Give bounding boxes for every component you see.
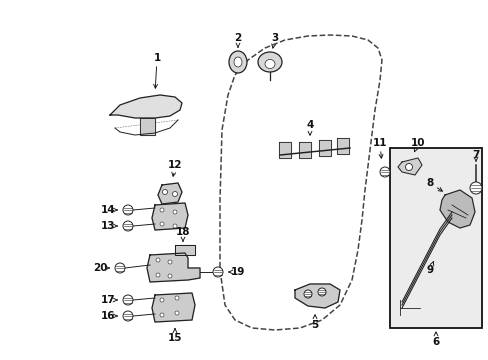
Text: 1: 1	[153, 53, 160, 63]
Text: 5: 5	[311, 320, 318, 330]
Circle shape	[469, 182, 481, 194]
Ellipse shape	[405, 163, 412, 171]
Text: 8: 8	[426, 178, 433, 188]
Text: 19: 19	[230, 267, 244, 277]
Polygon shape	[279, 142, 290, 158]
Ellipse shape	[228, 51, 246, 73]
Text: 20: 20	[93, 263, 107, 273]
Text: 7: 7	[471, 150, 479, 160]
Polygon shape	[336, 138, 348, 154]
Bar	[389, 148, 481, 328]
Ellipse shape	[173, 224, 177, 228]
Ellipse shape	[156, 258, 160, 262]
Circle shape	[379, 167, 389, 177]
Polygon shape	[175, 245, 195, 255]
Circle shape	[304, 290, 311, 298]
Polygon shape	[298, 142, 310, 158]
Polygon shape	[110, 95, 182, 118]
Circle shape	[123, 311, 133, 321]
Ellipse shape	[160, 222, 163, 226]
Circle shape	[123, 205, 133, 215]
Polygon shape	[158, 183, 182, 204]
Ellipse shape	[234, 57, 242, 67]
Polygon shape	[152, 293, 195, 322]
Polygon shape	[140, 118, 155, 135]
Ellipse shape	[168, 274, 172, 278]
Ellipse shape	[175, 296, 179, 300]
Circle shape	[115, 263, 125, 273]
Ellipse shape	[156, 273, 160, 277]
Ellipse shape	[258, 52, 282, 72]
Circle shape	[213, 267, 223, 277]
Text: 17: 17	[101, 295, 115, 305]
Text: 14: 14	[101, 205, 115, 215]
Text: 9: 9	[426, 265, 433, 275]
Polygon shape	[439, 190, 474, 228]
Ellipse shape	[168, 260, 172, 264]
Text: 6: 6	[431, 337, 439, 347]
Text: 12: 12	[167, 160, 182, 170]
Text: 16: 16	[101, 311, 115, 321]
Ellipse shape	[160, 208, 163, 212]
Circle shape	[317, 288, 325, 296]
Polygon shape	[152, 203, 187, 230]
Ellipse shape	[264, 59, 274, 68]
Ellipse shape	[160, 313, 163, 317]
Text: 15: 15	[167, 333, 182, 343]
Polygon shape	[397, 158, 421, 175]
Text: 11: 11	[372, 138, 386, 148]
Ellipse shape	[162, 189, 167, 194]
Circle shape	[123, 295, 133, 305]
Text: 13: 13	[101, 221, 115, 231]
Circle shape	[123, 221, 133, 231]
Ellipse shape	[172, 192, 177, 197]
Polygon shape	[147, 253, 200, 282]
Text: 3: 3	[271, 33, 278, 43]
Ellipse shape	[160, 298, 163, 302]
Ellipse shape	[175, 311, 179, 315]
Polygon shape	[318, 140, 330, 156]
Text: 10: 10	[410, 138, 425, 148]
Ellipse shape	[173, 210, 177, 214]
Text: 18: 18	[175, 227, 190, 237]
Polygon shape	[294, 284, 339, 308]
Text: 2: 2	[234, 33, 241, 43]
Text: 4: 4	[305, 120, 313, 130]
